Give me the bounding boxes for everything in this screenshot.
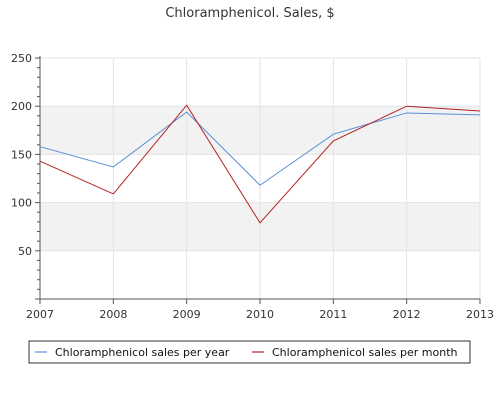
y-tick-label-250: 250 (11, 52, 32, 65)
x-tick-label-2010: 2010 (246, 308, 274, 321)
x-tick-label-2009: 2009 (173, 308, 201, 321)
x-tick-label-2008: 2008 (99, 308, 127, 321)
y-tick-labels: 50 100 150 200 250 (11, 52, 32, 258)
x-tick-label-2011: 2011 (319, 308, 347, 321)
y-tick-label-100: 100 (11, 197, 32, 210)
x-tick-label-2012: 2012 (393, 308, 421, 321)
legend-box (28, 340, 471, 364)
series-lines (39, 104, 481, 224)
legend-label-month: Chloramphenicol sales per month (272, 346, 458, 359)
chart-title: Chloramphenicol. Sales, $ (165, 6, 334, 21)
x-tick-labels: 2007 2008 2009 2010 2011 2012 2013 (26, 308, 494, 321)
y-tick-label-50: 50 (18, 245, 32, 258)
y-tick-label-150: 150 (11, 148, 32, 161)
series-line-1 (39, 104, 481, 224)
legend-label-year: Chloramphenicol sales per year (55, 346, 230, 359)
x-tick-label-2007: 2007 (26, 308, 54, 321)
series-line-0 (39, 111, 481, 186)
y-tick-label-200: 200 (11, 100, 32, 113)
grid-lines (39, 57, 481, 299)
x-tick-label-2013: 2013 (466, 308, 494, 321)
legend: Chloramphenicol sales per year Chloramph… (28, 340, 471, 364)
axes (35, 56, 481, 304)
